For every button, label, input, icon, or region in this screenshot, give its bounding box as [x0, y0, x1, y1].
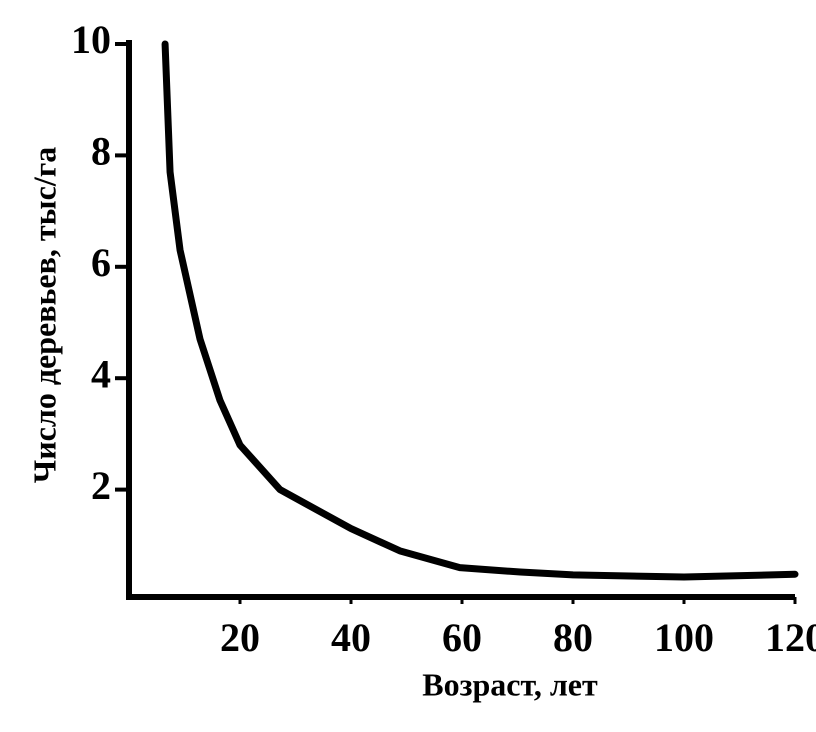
data-line [161, 40, 799, 581]
y-axis-label: Число деревьев, тыс/га [26, 147, 62, 483]
x-axis-label: Возраст, лет [422, 666, 598, 702]
y-tick-label: 2 [91, 463, 111, 508]
x-tick-label: 60 [442, 615, 482, 660]
x-tick-label: 40 [331, 615, 371, 660]
x-tick-label: 120 [765, 615, 816, 660]
y-tick-label: 4 [91, 351, 111, 396]
y-tick-label: 10 [71, 17, 111, 62]
x-tick-label: 100 [654, 615, 714, 660]
x-tick-label: 80 [553, 615, 593, 660]
y-tick-label: 8 [91, 129, 111, 174]
x-tick-label: 20 [220, 615, 260, 660]
y-tick-label: 6 [91, 240, 111, 285]
